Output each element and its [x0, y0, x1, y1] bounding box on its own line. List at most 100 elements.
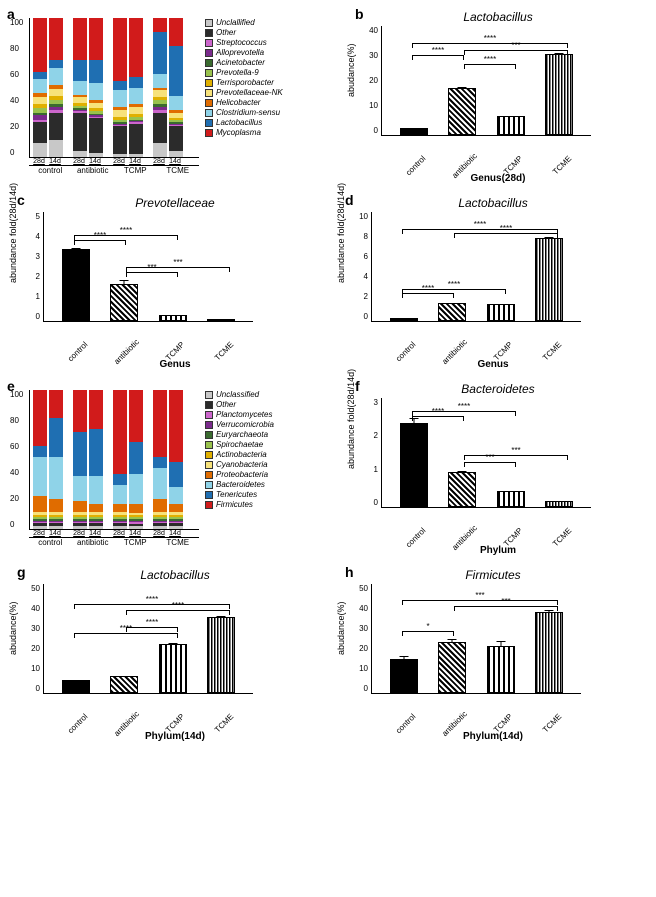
significance-line [464, 64, 516, 65]
significance-line [74, 240, 126, 241]
chart-title: Lactobacillus [15, 568, 335, 582]
legend-item: Prevotellaceae-NK [205, 88, 283, 97]
significance-stars: * [426, 622, 429, 631]
stacked-bar [73, 18, 87, 157]
y-axis-label: abundance fold(28d/14d) [8, 183, 18, 283]
panel-b: b Lactobacillusabudance(%)010203040*****… [353, 10, 643, 184]
figure: a 020406080100 28d14d28d14d28d14d28d14d … [0, 0, 656, 764]
stacked-bar [169, 390, 183, 529]
significance-line [74, 235, 178, 236]
bar [438, 642, 466, 693]
y-axis-label: abudance(%) [346, 43, 356, 97]
significance-stars: **** [432, 46, 444, 55]
significance-stars: **** [172, 601, 184, 610]
significance-line [402, 229, 558, 230]
legend-item: Bacteroidetes [205, 480, 274, 489]
stacked-bar [89, 18, 103, 157]
significance-line [126, 272, 178, 273]
significance-stars: *** [511, 446, 520, 455]
significance-stars: **** [120, 226, 132, 235]
significance-line [412, 43, 568, 44]
stacked-bar [73, 390, 87, 529]
significance-line [464, 50, 568, 51]
legend-item: Spirochaetae [205, 440, 274, 449]
bar [159, 315, 187, 321]
panel-c: c Prevotellaceaeabundance fold(28d/14d)0… [15, 196, 335, 370]
legend-item: Mycoplasma [205, 128, 283, 137]
significance-stars: **** [474, 220, 486, 229]
stacked-bar [113, 390, 127, 529]
legend-phylum: UnclassifiedOtherPlanctomycetesVerrucomi… [199, 390, 274, 547]
bar [207, 319, 235, 321]
bar [438, 303, 466, 321]
group-labels: controlantibioticTCMPTCME [29, 537, 199, 547]
significance-line [402, 631, 454, 632]
legend-item: Proteobacteria [205, 470, 274, 479]
sub-labels: 28d14d28d14d28d14d28d14d [29, 158, 199, 165]
stacked-bar [33, 390, 47, 529]
bar [62, 249, 90, 321]
significance-line [412, 55, 464, 56]
x-axis-label: Phylum [353, 545, 643, 556]
bar [207, 617, 235, 693]
legend-genus: UnclallifiedOtherStreptococcusAlloprevot… [199, 18, 283, 175]
bar-chart: Prevotellaceaeabundance fold(28d/14d)012… [15, 196, 335, 370]
bar [448, 88, 476, 135]
significance-line [126, 610, 230, 611]
panel-d: d Lactobacillusabundance fold(28d/14d)02… [343, 196, 643, 370]
stacked-chart-phylum: 020406080100 [29, 390, 199, 530]
chart-title: Firmicutes [343, 568, 643, 582]
bar [390, 318, 418, 321]
significance-line [412, 411, 516, 412]
significance-stars: *** [475, 591, 484, 600]
sub-labels: 28d14d28d14d28d14d28d14d [29, 530, 199, 537]
panel-a: a 020406080100 28d14d28d14d28d14d28d14d … [5, 10, 345, 184]
significance-stars: *** [501, 597, 510, 606]
legend-item: Planctomycetes [205, 410, 274, 419]
stacked-bar [33, 18, 47, 157]
significance-stars: *** [147, 263, 156, 272]
x-axis-label: Phylum(14d) [15, 731, 335, 742]
legend-item: Clostridium-sensu [205, 108, 283, 117]
significance-stars: **** [146, 618, 158, 627]
significance-line [464, 462, 516, 463]
legend-item: Cyanobacteria [205, 460, 274, 469]
legend-item: Actinobacteria [205, 450, 274, 459]
significance-line [454, 233, 558, 234]
legend-item: Other [205, 400, 274, 409]
stacked-bar [113, 18, 127, 157]
bar [62, 680, 90, 693]
significance-stars: **** [146, 595, 158, 604]
significance-line [464, 455, 568, 456]
significance-stars: **** [458, 402, 470, 411]
bar [448, 472, 476, 507]
significance-stars: *** [173, 258, 182, 267]
bar-chart: Firmicutesabudance(%)01020304050*******c… [343, 568, 643, 742]
legend-item: Helicobacter [205, 98, 283, 107]
bar [110, 284, 138, 321]
significance-stars: **** [448, 280, 460, 289]
significance-line [74, 633, 178, 634]
significance-line [126, 267, 230, 268]
legend-item: Firmicutes [205, 500, 274, 509]
bar [110, 676, 138, 693]
chart-title: Lactobacillus [343, 196, 643, 210]
legend-item: Unclassified [205, 390, 274, 399]
significance-line [126, 627, 178, 628]
bar [497, 491, 525, 507]
legend-item: Lactobacillus [205, 118, 283, 127]
bar-chart: Lactobacillusabudance(%)010203040*******… [353, 10, 643, 184]
panel-f: f Bacteroidetesabundance fold(28d/14d)01… [353, 382, 643, 556]
legend-item: Prevotella-9 [205, 68, 283, 77]
chart-title: Prevotellaceae [15, 196, 335, 210]
stacked-bar [153, 390, 167, 529]
significance-line [74, 604, 230, 605]
x-axis-label: Genus [15, 359, 335, 370]
significance-line [402, 600, 558, 601]
x-axis-label: Genus(28d) [353, 173, 643, 184]
stacked-chart-genus: 020406080100 [29, 18, 199, 158]
bar [535, 238, 563, 321]
bar [487, 646, 515, 693]
legend-item: Tenericutes [205, 490, 274, 499]
significance-line [412, 416, 464, 417]
